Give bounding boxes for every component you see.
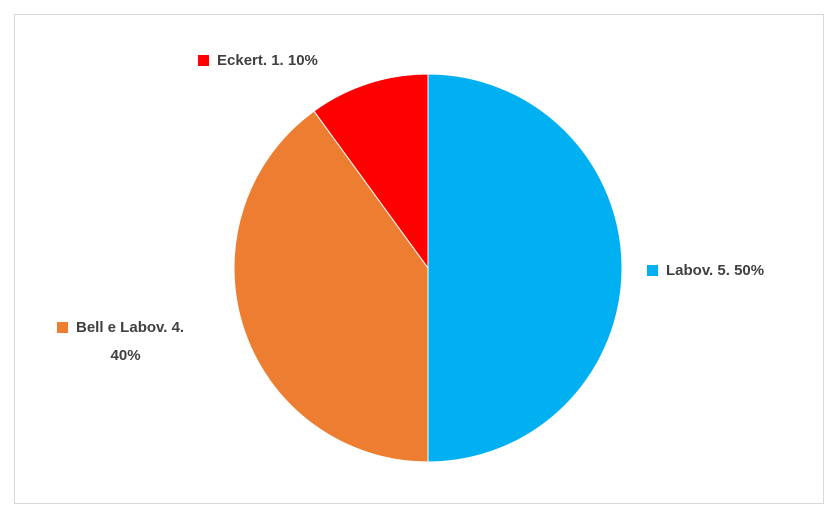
data-label-bell-labov: Bell e Labov. 4. 40% <box>57 318 184 366</box>
pie-slice-eckert <box>313 73 429 270</box>
chart-frame: Eckert. 1. 10% Labov. 5. 50% Bell e Labo… <box>14 14 824 504</box>
pie-slice-bell-labov <box>233 110 429 463</box>
pie-chart <box>233 73 623 463</box>
data-label-labov: Labov. 5. 50% <box>647 261 764 281</box>
legend-swatch-bell-labov <box>57 322 68 333</box>
data-label-labov-text: Labov. 5. 50% <box>666 262 765 279</box>
legend-swatch-eckert <box>198 55 209 66</box>
data-label-eckert: Eckert. 1. 10% <box>198 51 318 71</box>
pie-slice-labov <box>427 73 623 463</box>
data-label-bell-labov-line2: 40% <box>110 347 141 364</box>
data-label-eckert-text: Eckert. 1. 10% <box>217 52 318 69</box>
legend-swatch-labov <box>647 265 658 276</box>
data-label-bell-labov-line1: Bell e Labov. 4. <box>76 319 185 336</box>
